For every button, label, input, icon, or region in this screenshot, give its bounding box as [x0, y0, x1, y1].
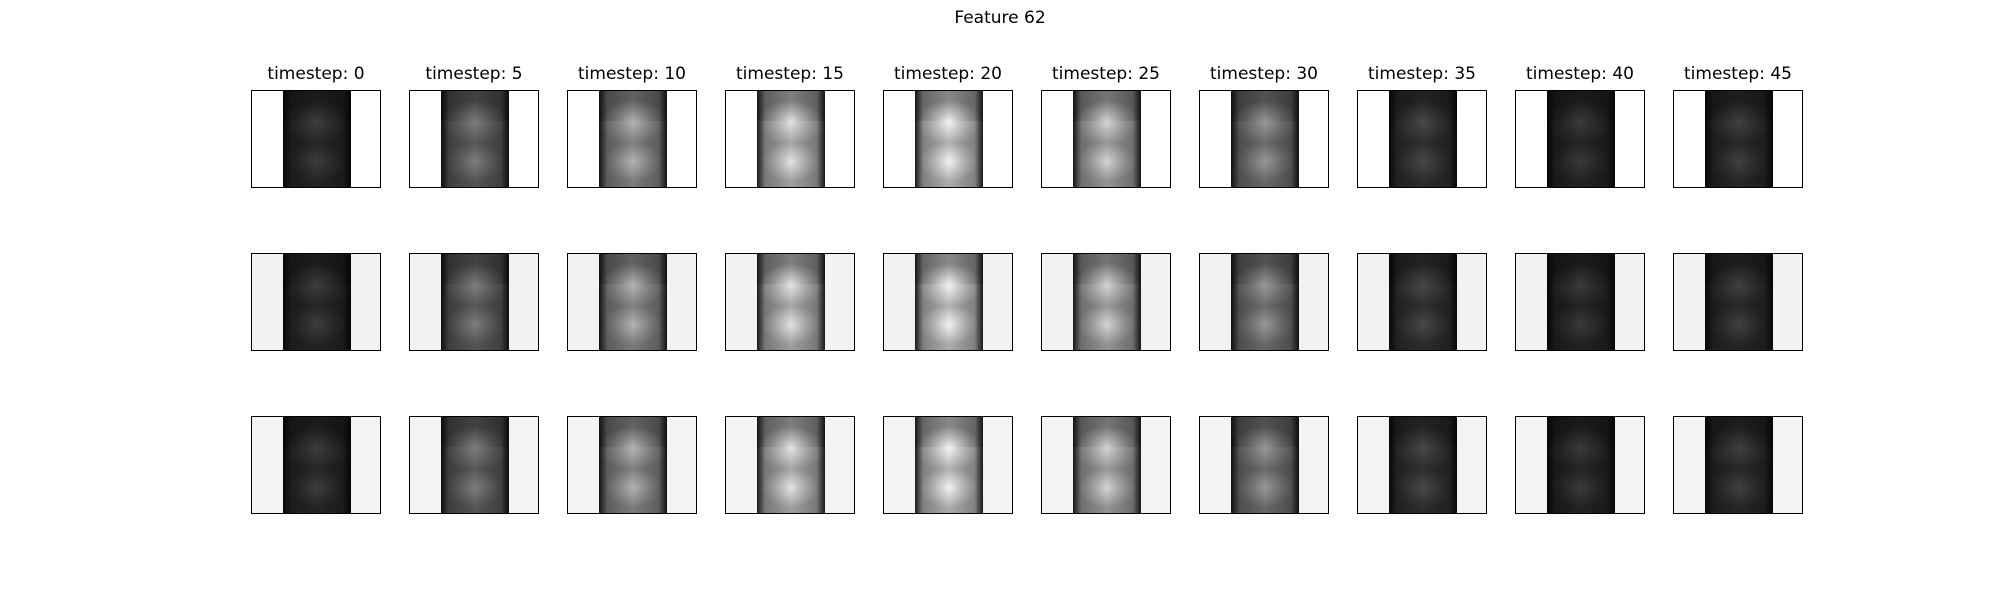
column-title: timestep: 20: [894, 64, 1002, 84]
image-panel: [567, 253, 697, 351]
feature-image: [1231, 417, 1299, 513]
image-panel: [409, 253, 539, 351]
column-title: timestep: 15: [736, 64, 844, 84]
feature-image: [1389, 417, 1457, 513]
feature-image: [599, 254, 667, 350]
image-panel: [725, 253, 855, 351]
image-panel: [1199, 416, 1329, 514]
image-panel: [1673, 90, 1803, 188]
column-title: timestep: 35: [1368, 64, 1476, 84]
image-panel: [567, 90, 697, 188]
feature-image: [1231, 91, 1299, 187]
feature-image: [915, 254, 983, 350]
feature-image: [283, 91, 351, 187]
image-panel: [1673, 253, 1803, 351]
column-title: timestep: 5: [425, 64, 523, 84]
feature-image: [1547, 417, 1615, 513]
feature-image: [757, 91, 825, 187]
feature-image: [915, 417, 983, 513]
feature-image: [599, 91, 667, 187]
feature-image: [1547, 91, 1615, 187]
feature-image: [283, 254, 351, 350]
image-panel: [1199, 90, 1329, 188]
feature-image: [757, 254, 825, 350]
feature-image: [1705, 417, 1773, 513]
image-panel: [725, 90, 855, 188]
image-panel: [1357, 253, 1487, 351]
feature-image: [283, 417, 351, 513]
feature-image: [1073, 254, 1141, 350]
image-panel: [1673, 416, 1803, 514]
feature-image: [1389, 254, 1457, 350]
column-title: timestep: 25: [1052, 64, 1160, 84]
feature-image: [1073, 417, 1141, 513]
image-panel: [251, 253, 381, 351]
feature-image: [1547, 254, 1615, 350]
image-panel: [1041, 253, 1171, 351]
image-panel: [883, 416, 1013, 514]
image-panel: [1357, 416, 1487, 514]
image-panel: [725, 416, 855, 514]
feature-image: [1705, 254, 1773, 350]
feature-image: [441, 91, 509, 187]
image-panel: [1515, 416, 1645, 514]
image-panel: [251, 90, 381, 188]
column-title: timestep: 30: [1210, 64, 1318, 84]
column-title: timestep: 0: [267, 64, 365, 84]
image-panel: [1199, 253, 1329, 351]
feature-image: [599, 417, 667, 513]
image-panel: [251, 416, 381, 514]
image-panel: [1041, 416, 1171, 514]
image-panel: [1515, 90, 1645, 188]
column-title: timestep: 40: [1526, 64, 1634, 84]
feature-image: [441, 254, 509, 350]
feature-image: [1231, 254, 1299, 350]
image-panel: [883, 90, 1013, 188]
image-panel: [1041, 90, 1171, 188]
feature-image: [1073, 91, 1141, 187]
column-title: timestep: 10: [578, 64, 686, 84]
image-panel: [1515, 253, 1645, 351]
image-panel: [409, 90, 539, 188]
feature-image: [915, 91, 983, 187]
feature-image: [1389, 91, 1457, 187]
feature-image: [441, 417, 509, 513]
image-panel: [567, 416, 697, 514]
figure-title: Feature 62: [954, 8, 1046, 28]
image-panel: [409, 416, 539, 514]
feature-image: [1705, 91, 1773, 187]
feature-image: [757, 417, 825, 513]
image-panel: [1357, 90, 1487, 188]
column-title: timestep: 45: [1684, 64, 1792, 84]
image-panel: [883, 253, 1013, 351]
